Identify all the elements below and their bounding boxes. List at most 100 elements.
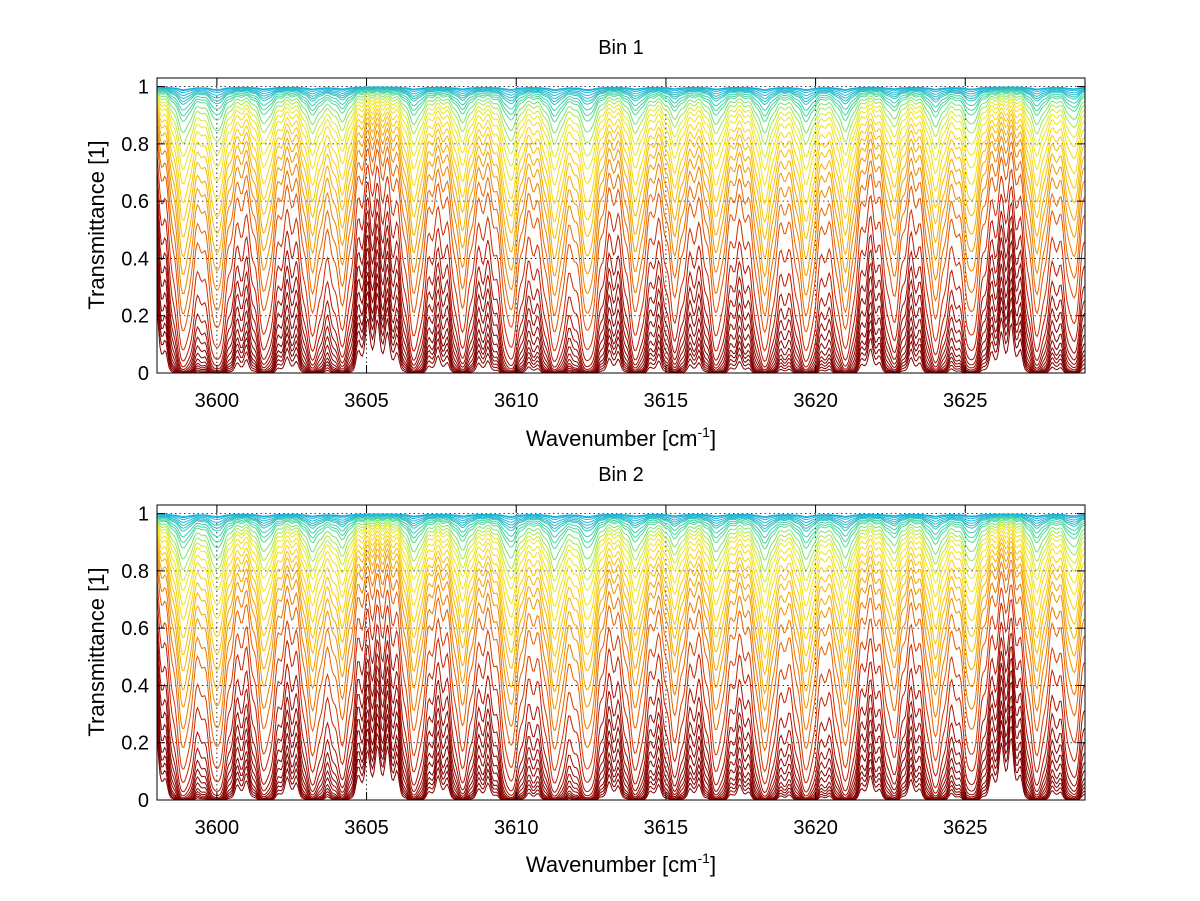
panel-1-y-ticks: 0 0.2 0.4 0.6 0.8 1 [121,77,1085,385]
panel-2-series-line [156,638,1086,799]
panel-2-series-line [156,522,1086,583]
panel-1-series-line [156,230,1086,374]
panel-1-series-line [156,88,1086,111]
panel-1-y-tick-label: 0.2 [121,306,149,328]
panel-1-series-line [156,112,1086,260]
panel-1-y-tick-label: 0 [138,363,149,385]
panel-2-series-line [156,579,1086,773]
panel-2-x-tick-label: 3625 [943,817,988,839]
panel-1-series-line [156,101,1086,206]
panel-2-series-line [156,528,1086,624]
panel-1-x-axis-label: Wavenumber [cm-1] [526,424,716,451]
panel-2-y-tick-label: 0.8 [121,561,149,583]
panel-1-series-line [156,86,1085,91]
panel-1-series-line [156,86,1085,94]
panel-2-x-axis-label-close: ] [710,852,716,877]
panel-2-series-line [156,514,1086,524]
panel-2-x-axis-label-superscript: -1 [698,850,711,866]
panel-2-series-line [156,611,1086,794]
panel-1-y-axis-label: Transmittance [1] [84,140,109,309]
panel-1-series-line [156,131,1086,317]
panel-1-series-line [156,195,1086,371]
panel-1-title: Bin 1 [598,37,644,59]
panel-1-series-line [156,98,1086,187]
panel-2-x-tick-label: 3600 [195,817,240,839]
panel-1-series-line [156,108,1086,241]
panel-bin-2: Bin 2 3600 3605 3610 3615 3620 3625 0 0.2 0.4 0.… [84,464,1086,877]
panel-2-x-axis-label: Wavenumber [cm-1] [526,850,716,877]
panel-1-series-line [156,183,1086,368]
panel-2-x-tick-label: 3615 [644,817,689,839]
panel-2-series-line [156,650,1086,800]
panel-1-x-tick-label: 3615 [644,390,689,412]
panel-1-series-line [156,96,1086,172]
panel-2-y-tick-label: 0.6 [121,618,149,640]
panel-2-axes-box [156,504,1086,801]
panel-2-series-line [156,513,1086,521]
panel-2-y-tick-label: 0 [138,790,149,812]
panel-2-y-ticks: 0 0.2 0.4 0.6 0.8 1 [121,504,1085,812]
panel-2-series-line [156,520,1086,573]
panel-1-x-tick-label: 3610 [494,390,539,412]
panel-2-series-line [156,549,1086,712]
panel-1-series-line [156,87,1085,97]
panel-1-x-axis-label-text: Wavenumber [cm [526,426,698,451]
panel-2-series-line [156,515,1086,539]
panel-1-x-tick-label: 3620 [793,390,838,412]
panel-1-series-line [156,91,1086,134]
panel-2-y-tick-label: 1 [138,504,149,526]
panel-1-series-line [156,169,1086,363]
panel-1-series-line [156,154,1086,352]
panel-1-series-line [156,123,1086,298]
panel-2-series-line [156,514,1086,530]
panel-bin-1: Bin 1 3600 3605 3610 3615 3620 3625 0 0.2 0.4 0.… [84,37,1086,451]
panel-1-x-axis-label-close: ] [710,426,716,451]
panel-2-series-line [156,662,1086,801]
panel-2-series-line [156,565,1086,752]
panel-1-y-tick-label: 1 [138,77,149,99]
panel-2-series-line [156,516,1086,544]
panel-2-series-line [156,513,1085,518]
panel-2-title: Bin 2 [598,464,644,486]
panel-2-x-tick-label: 3610 [494,817,539,839]
panel-1-x-ticks: 3600 3605 3610 3615 3620 3625 [195,78,988,412]
panel-1-series-line [156,206,1086,372]
panel-1-y-tick-label: 0.8 [121,134,149,156]
panel-2-series-line [156,514,1086,527]
panel-2-y-axis-label: Transmittance [1] [84,567,109,736]
panel-2-series-line [156,526,1086,609]
panel-1-series-line [156,117,1086,278]
panel-1-series-line [156,90,1086,123]
panel-1-y-tick-label: 0.6 [121,191,149,213]
panel-1-x-tick-label: 3605 [344,390,389,412]
panel-1-series-line [156,217,1086,373]
panel-2-series-line [156,515,1086,533]
panel-1-x-tick-label: 3625 [943,390,988,412]
panel-1-axes-box [156,77,1086,374]
panel-1-x-axis-label-superscript: -1 [698,424,711,440]
panel-2-series-line [156,556,1086,734]
panel-2-series-line [156,673,1086,801]
panel-2-series-line [156,535,1086,660]
panel-2-x-ticks: 3600 3605 3610 3615 3620 3625 [195,505,988,839]
panel-1-series-line [156,88,1086,106]
panel-2-series-line [156,523,1086,594]
panel-1-series-line [156,94,1086,159]
panel-2-series-line [156,519,1086,562]
panel-2-series-line [156,593,1086,785]
panel-2-y-tick-label: 0.4 [121,675,149,697]
panel-1-series-line [156,139,1086,334]
panel-1-x-tick-label: 3600 [195,390,240,412]
panel-2-series-line [156,625,1086,797]
panel-2-series-line [156,544,1086,695]
panel-1-series-line [156,93,1086,145]
panel-2-series-line [156,539,1086,676]
panel-2-x-tick-label: 3605 [344,817,389,839]
panel-1-y-tick-label: 0.4 [121,248,149,270]
panel-2-series-line [156,517,1086,550]
panel-2-y-tick-label: 0.2 [121,733,149,755]
panel-1-series-line [156,87,1086,100]
panel-2-x-axis-label-text: Wavenumber [cm [526,852,698,877]
panel-2-x-tick-label: 3620 [793,817,838,839]
